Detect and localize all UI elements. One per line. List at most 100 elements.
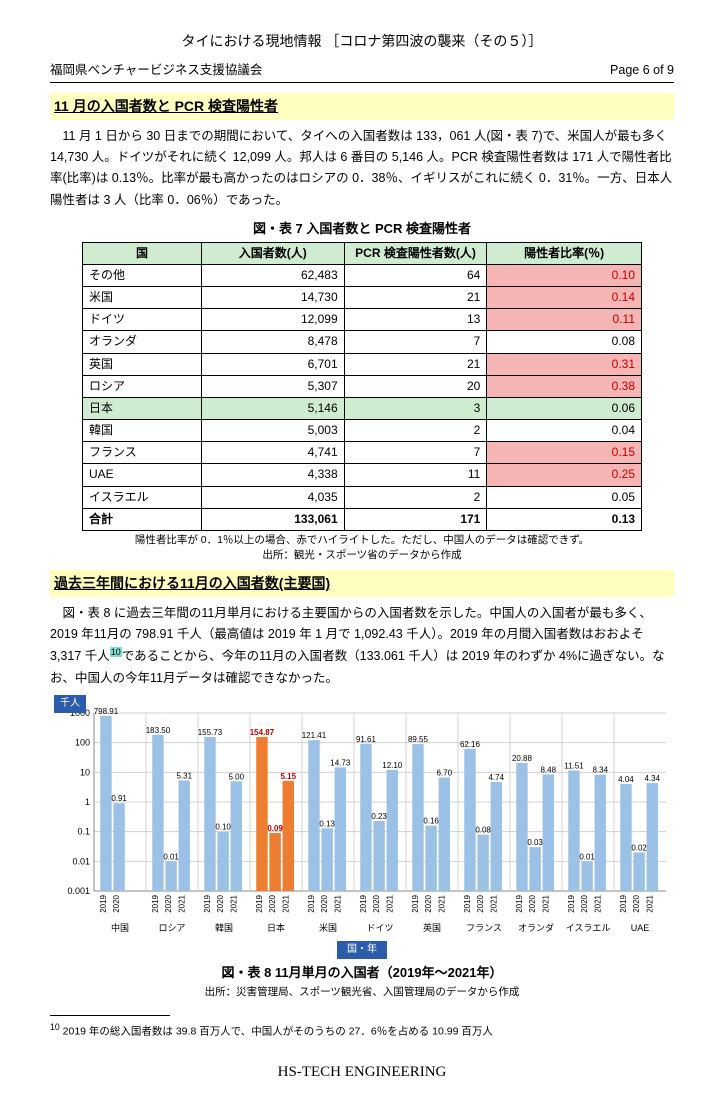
svg-text:ロシア: ロシア bbox=[158, 923, 185, 933]
svg-text:2019: 2019 bbox=[567, 894, 576, 912]
svg-text:2021: 2021 bbox=[333, 894, 342, 912]
svg-text:0.08: 0.08 bbox=[475, 825, 491, 834]
svg-text:2019: 2019 bbox=[99, 894, 108, 912]
svg-text:2021: 2021 bbox=[229, 894, 238, 912]
svg-text:2019: 2019 bbox=[307, 894, 316, 912]
footnote-ref: 10 bbox=[110, 647, 122, 657]
svg-text:0.10: 0.10 bbox=[215, 823, 231, 832]
svg-text:2020: 2020 bbox=[372, 894, 381, 912]
chart8-caption: 図・表 8 11月単月の入国者（2019年～2021年） bbox=[50, 963, 674, 984]
table-row: その他62,483640.10 bbox=[83, 264, 642, 286]
svg-text:0.91: 0.91 bbox=[111, 794, 127, 803]
svg-text:100: 100 bbox=[75, 738, 90, 748]
page-footer: HS-TECH ENGINEERING bbox=[50, 1060, 674, 1084]
svg-text:0.01: 0.01 bbox=[163, 852, 179, 861]
svg-text:2019: 2019 bbox=[515, 894, 524, 912]
svg-text:20.88: 20.88 bbox=[512, 754, 533, 763]
chart8-bar-chart: 0.0010.010.11101001000798.9120190.912020… bbox=[52, 699, 672, 939]
table-row: ロシア5,307200.38 bbox=[83, 375, 642, 397]
svg-text:オランダ: オランダ bbox=[518, 922, 554, 933]
table-row: 日本5,14630.06 bbox=[83, 397, 642, 419]
table7-note: 陽性者比率が 0．1％以上の場合、赤でハイライトした。ただし、中国人のデータは確… bbox=[50, 533, 674, 562]
svg-text:12.10: 12.10 bbox=[382, 761, 403, 770]
svg-text:2020: 2020 bbox=[424, 894, 433, 912]
footnote: 10 2019 年の総入国者数は 39.8 百万人で、中国人がそのうちの 27．… bbox=[50, 1020, 674, 1040]
svg-text:0.01: 0.01 bbox=[72, 856, 90, 866]
svg-text:91.61: 91.61 bbox=[356, 735, 377, 744]
svg-text:UAE: UAE bbox=[631, 923, 650, 933]
table-row: 韓国5,00320.04 bbox=[83, 420, 642, 442]
table-row: フランス4,74170.15 bbox=[83, 442, 642, 464]
svg-text:155.73: 155.73 bbox=[198, 728, 223, 737]
table7-header: 入国者数(人) bbox=[201, 242, 344, 264]
table7-header: 陽性者比率(％) bbox=[487, 242, 642, 264]
svg-text:8.48: 8.48 bbox=[540, 765, 556, 774]
svg-text:2020: 2020 bbox=[528, 894, 537, 912]
svg-text:5.00: 5.00 bbox=[228, 772, 244, 781]
svg-text:798.91: 798.91 bbox=[94, 707, 119, 716]
footnote-separator bbox=[50, 1015, 170, 1016]
section2-paragraph: 図・表 8 に過去三年間の11月単月における主要国からの入国者数を示した。中国人… bbox=[50, 603, 674, 689]
svg-text:2021: 2021 bbox=[177, 894, 186, 912]
page-number: Page 6 of 9 bbox=[610, 60, 674, 80]
table-row: UAE4,338110.25 bbox=[83, 464, 642, 486]
svg-text:韓国: 韓国 bbox=[215, 923, 233, 933]
page-header: 福岡県ベンチャービジネス支援協議会 Page 6 of 9 bbox=[50, 60, 674, 83]
svg-text:154.87: 154.87 bbox=[250, 728, 275, 737]
svg-text:2021: 2021 bbox=[437, 894, 446, 912]
svg-text:2020: 2020 bbox=[216, 894, 225, 912]
section1-paragraph: 11 月 1 日から 30 日までの期間において、タイへの入国者数は 133，0… bbox=[50, 126, 674, 211]
svg-text:2019: 2019 bbox=[151, 894, 160, 912]
svg-text:2019: 2019 bbox=[411, 894, 420, 912]
svg-text:2020: 2020 bbox=[580, 894, 589, 912]
svg-text:0.001: 0.001 bbox=[67, 886, 90, 896]
org-name: 福岡県ベンチャービジネス支援協議会 bbox=[50, 60, 262, 80]
table-row: ドイツ12,099130.11 bbox=[83, 309, 642, 331]
svg-text:0.13: 0.13 bbox=[319, 819, 335, 828]
svg-text:10: 10 bbox=[80, 767, 90, 777]
svg-text:14.73: 14.73 bbox=[330, 758, 351, 767]
svg-text:2021: 2021 bbox=[541, 894, 550, 912]
table-row: オランダ8,47870.08 bbox=[83, 331, 642, 353]
svg-text:2021: 2021 bbox=[489, 894, 498, 912]
svg-text:11.51: 11.51 bbox=[564, 761, 584, 770]
svg-text:0.03: 0.03 bbox=[527, 838, 543, 847]
svg-text:2020: 2020 bbox=[112, 894, 121, 912]
svg-text:2020: 2020 bbox=[632, 894, 641, 912]
svg-text:英国: 英国 bbox=[423, 922, 441, 933]
svg-text:0.09: 0.09 bbox=[267, 824, 283, 833]
svg-text:4.74: 4.74 bbox=[488, 773, 504, 782]
section2-heading: 過去三年間における11月の入国者数(主要国) bbox=[50, 570, 674, 596]
table7-caption: 図・表 7 入国者数と PCR 検査陽性者 bbox=[50, 219, 674, 240]
svg-text:2020: 2020 bbox=[268, 894, 277, 912]
svg-text:2021: 2021 bbox=[385, 894, 394, 912]
svg-text:2019: 2019 bbox=[463, 894, 472, 912]
chart8-container: 千人 0.0010.010.11101001000798.9120190.912… bbox=[50, 699, 674, 1001]
svg-text:5.15: 5.15 bbox=[280, 772, 296, 781]
svg-text:中国: 中国 bbox=[111, 922, 129, 933]
table7-header: PCR 検査陽性者数(人) bbox=[344, 242, 487, 264]
svg-text:イスラエル: イスラエル bbox=[566, 923, 611, 933]
svg-text:6.70: 6.70 bbox=[436, 768, 452, 777]
svg-text:日本: 日本 bbox=[267, 922, 285, 933]
table-row-total: 合計133,0611710.13 bbox=[83, 508, 642, 530]
svg-text:121.41: 121.41 bbox=[302, 731, 327, 740]
svg-text:0.16: 0.16 bbox=[423, 817, 439, 826]
svg-text:2019: 2019 bbox=[619, 894, 628, 912]
svg-text:2021: 2021 bbox=[281, 894, 290, 912]
x-axis-badge: 国・年 bbox=[337, 941, 387, 959]
svg-text:2021: 2021 bbox=[645, 894, 654, 912]
table7: 国入国者数(人)PCR 検査陽性者数(人)陽性者比率(％) その他62,4836… bbox=[82, 242, 642, 531]
svg-text:2020: 2020 bbox=[476, 894, 485, 912]
svg-text:183.50: 183.50 bbox=[146, 726, 171, 735]
svg-text:4.04: 4.04 bbox=[618, 775, 634, 784]
svg-text:2019: 2019 bbox=[203, 894, 212, 912]
svg-text:米国: 米国 bbox=[319, 922, 337, 933]
svg-text:62.16: 62.16 bbox=[460, 740, 481, 749]
svg-text:5.31: 5.31 bbox=[176, 771, 192, 780]
table7-header: 国 bbox=[83, 242, 202, 264]
svg-text:0.01: 0.01 bbox=[579, 852, 595, 861]
svg-text:0.1: 0.1 bbox=[77, 827, 90, 837]
table-row: 英国6,701210.31 bbox=[83, 353, 642, 375]
svg-text:1: 1 bbox=[85, 797, 90, 807]
